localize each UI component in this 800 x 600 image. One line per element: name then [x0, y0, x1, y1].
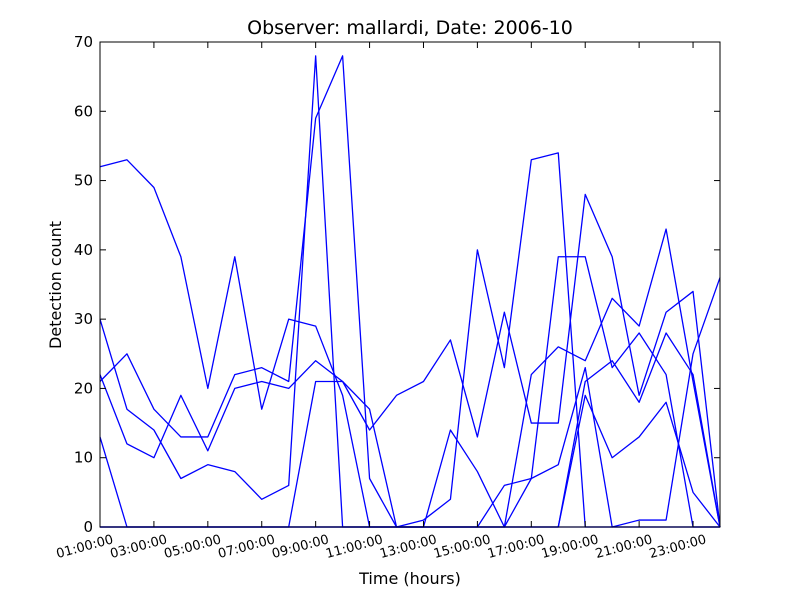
x-tick-label: 15:00:00: [432, 532, 492, 562]
y-tick-label: 10: [74, 449, 93, 467]
y-tick-label: 40: [74, 241, 93, 259]
plot-frame: [99, 41, 721, 528]
series-line-3: [99, 55, 720, 528]
chart-title: Observer: mallardi, Date: 2006-10: [247, 17, 573, 39]
x-tick-label: 19:00:00: [540, 532, 600, 562]
x-tick-label: 23:00:00: [648, 532, 708, 562]
plot-lines: [99, 55, 721, 528]
series-line-2: [99, 55, 720, 528]
x-tick-label: 17:00:00: [486, 532, 546, 562]
x-tick-label: 07:00:00: [216, 532, 276, 562]
y-tick-label: 30: [74, 310, 93, 328]
y-tick-label: 60: [74, 102, 93, 120]
y-tick-label: 50: [74, 172, 93, 190]
series-line-4: [99, 193, 721, 528]
y-tick-label: 20: [74, 379, 93, 397]
y-tick-label: 70: [74, 33, 93, 51]
y-axis-label: Detection count: [46, 221, 65, 349]
x-tick-label: 01:00:00: [55, 532, 115, 562]
series-line-8: [100, 332, 721, 528]
x-tick-label: 21:00:00: [594, 532, 654, 562]
y-tick-label: 0: [83, 518, 93, 536]
x-tick-label: 13:00:00: [378, 532, 438, 562]
series-line-7: [100, 394, 721, 528]
x-axis-label: Time (hours): [358, 569, 461, 588]
series-line-6: [100, 228, 721, 528]
series-line-5: [99, 366, 720, 528]
y-axis: 0 10 20 30 40 50 60 70: [74, 33, 720, 536]
x-tick-label: 09:00:00: [270, 532, 330, 562]
x-tick-label: 03:00:00: [109, 532, 169, 562]
x-tick-label: 05:00:00: [163, 532, 223, 562]
x-tick-label: 11:00:00: [324, 532, 384, 562]
